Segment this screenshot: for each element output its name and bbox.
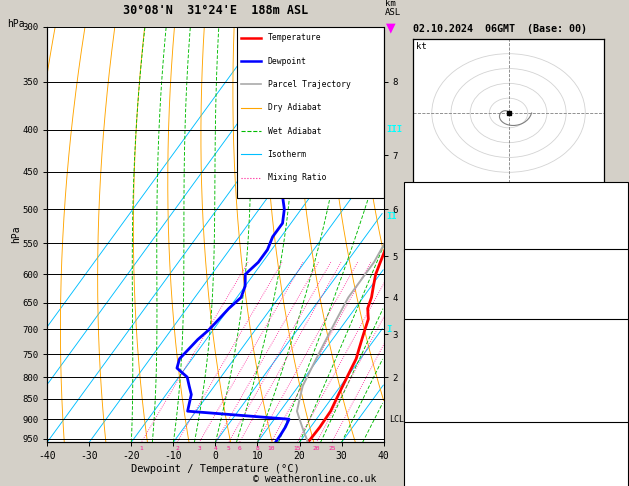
Y-axis label: Mixing Ratio (g/kg): Mixing Ratio (g/kg) [443, 183, 452, 286]
Text: 2: 2 [175, 446, 179, 451]
Text: -24: -24 [604, 350, 621, 359]
Text: Surface: Surface [496, 260, 536, 269]
Text: EH: EH [410, 350, 421, 359]
Text: Lifted Index: Lifted Index [410, 453, 479, 462]
Text: -7: -7 [610, 194, 621, 204]
Text: 14.3: 14.3 [598, 299, 621, 308]
Text: hPa: hPa [8, 19, 25, 30]
Text: 02.10.2024  06GMT  (Base: 00): 02.10.2024 06GMT (Base: 00) [413, 24, 587, 34]
Text: 25: 25 [328, 446, 336, 451]
Text: Lifted Index: Lifted Index [410, 338, 479, 347]
Text: Parcel Trajectory: Parcel Trajectory [267, 80, 350, 89]
Text: LCL: LCL [389, 415, 404, 424]
Text: I: I [386, 325, 392, 334]
Text: 326: 326 [604, 434, 621, 443]
Text: CAPE (J): CAPE (J) [410, 472, 456, 482]
Y-axis label: hPa: hPa [11, 226, 21, 243]
Text: Hodograph: Hodograph [490, 330, 542, 340]
Text: 22.1: 22.1 [598, 279, 621, 289]
Text: Totals Totals: Totals Totals [410, 216, 485, 225]
Text: StmSpd (kt): StmSpd (kt) [410, 408, 474, 417]
Text: 11: 11 [610, 408, 621, 417]
Text: 30: 30 [610, 216, 621, 225]
Text: II: II [386, 212, 398, 221]
Text: Isotherm: Isotherm [267, 150, 306, 159]
Text: 15: 15 [294, 446, 301, 451]
Text: 3: 3 [198, 446, 201, 451]
Text: Temperature: Temperature [267, 34, 321, 42]
Text: 0: 0 [616, 377, 621, 386]
Text: 8: 8 [616, 338, 621, 347]
Text: CIN (J): CIN (J) [410, 377, 450, 386]
Text: StmDir: StmDir [410, 389, 445, 398]
Text: θₑ(K): θₑ(K) [410, 318, 439, 328]
Text: 307°: 307° [598, 389, 621, 398]
Text: © weatheronline.co.uk: © weatheronline.co.uk [253, 473, 376, 484]
Text: 326: 326 [604, 318, 621, 328]
Text: CAPE (J): CAPE (J) [410, 357, 456, 366]
Text: Mixing Ratio: Mixing Ratio [267, 173, 326, 182]
Text: Pressure (mb): Pressure (mb) [410, 414, 485, 423]
Text: 4: 4 [214, 446, 218, 451]
Text: Most Unstable: Most Unstable [479, 395, 553, 404]
Text: PW (cm): PW (cm) [410, 237, 450, 246]
Text: SREH: SREH [410, 369, 433, 379]
Text: ▼: ▼ [386, 22, 395, 35]
Text: Dewp (°C): Dewp (°C) [410, 299, 462, 308]
Text: Wet Adiabat: Wet Adiabat [267, 126, 321, 136]
Text: 991: 991 [604, 414, 621, 423]
Text: Dewpoint: Dewpoint [267, 57, 306, 66]
Text: kt: kt [416, 42, 427, 51]
X-axis label: Dewpoint / Temperature (°C): Dewpoint / Temperature (°C) [131, 464, 300, 474]
Text: km
ASL: km ASL [385, 0, 401, 17]
Text: 10: 10 [267, 446, 275, 451]
Text: -7: -7 [610, 369, 621, 379]
Text: Temp (°C): Temp (°C) [410, 279, 462, 289]
Text: K: K [410, 194, 416, 204]
Text: 0: 0 [616, 472, 621, 482]
Text: 5: 5 [227, 446, 230, 451]
Text: θₑ (K): θₑ (K) [410, 434, 445, 443]
Text: 2.03: 2.03 [598, 237, 621, 246]
Text: 0: 0 [616, 357, 621, 366]
Text: 20: 20 [313, 446, 320, 451]
Text: 30°08'N  31°24'E  188m ASL: 30°08'N 31°24'E 188m ASL [123, 4, 308, 17]
Text: 8: 8 [255, 446, 259, 451]
Text: 8: 8 [616, 453, 621, 462]
Text: III: III [386, 125, 403, 134]
Text: 1: 1 [140, 446, 143, 451]
FancyBboxPatch shape [237, 27, 384, 197]
Text: 6: 6 [238, 446, 242, 451]
Text: Dry Adiabat: Dry Adiabat [267, 103, 321, 112]
